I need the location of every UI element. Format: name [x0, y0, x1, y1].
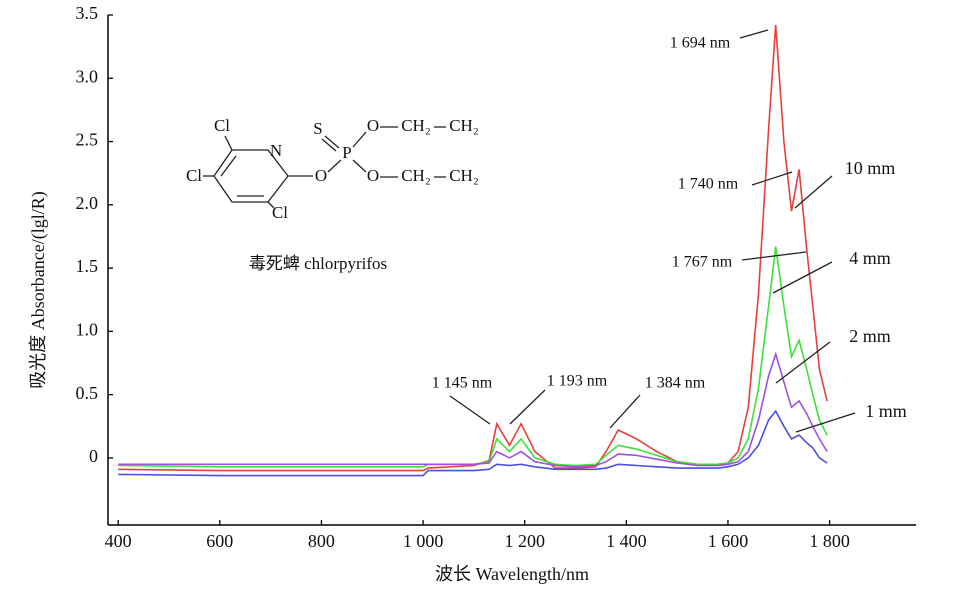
- atom: O: [367, 166, 379, 185]
- atom: Cl: [214, 116, 230, 135]
- atom: Cl: [272, 203, 288, 222]
- bond: [324, 135, 340, 149]
- x-tick-label: 600: [206, 531, 233, 551]
- annotation: 1 384 nm: [645, 375, 706, 392]
- series-line: [118, 246, 828, 468]
- y-tick-label: 3.0: [76, 66, 99, 86]
- series-label: 1 mm: [865, 401, 907, 421]
- bond: [352, 159, 367, 173]
- annotation: 1 767 nm: [672, 254, 733, 271]
- y-tick-label: 1.0: [76, 320, 99, 340]
- bond: [327, 159, 342, 173]
- atom: CH₂: [449, 116, 479, 135]
- bond: [352, 131, 367, 148]
- atom: Cl: [186, 166, 202, 185]
- bond: [224, 135, 233, 151]
- atom: CH₂: [449, 166, 479, 185]
- x-tick-label: 1 000: [403, 531, 444, 551]
- atom: CH₂: [401, 116, 431, 135]
- structure-caption: 毒死蜱 chlorpyrifos: [249, 254, 387, 273]
- annotation: 1 193 nm: [547, 373, 608, 390]
- y-tick-label: 1.5: [76, 256, 99, 276]
- atom: O: [315, 166, 327, 185]
- leader-line: [449, 395, 491, 425]
- leader-line: [795, 412, 856, 433]
- x-tick-label: 800: [308, 531, 335, 551]
- x-tick-label: 1 400: [606, 531, 647, 551]
- leader-line: [772, 261, 833, 294]
- y-tick-label: 0: [89, 446, 98, 466]
- annotation: 1 694 nm: [670, 35, 731, 52]
- y-tick-label: 3.5: [76, 3, 99, 23]
- leader-line: [794, 175, 833, 209]
- series-line: [118, 351, 828, 468]
- x-axis-label: 波长 Wavelength/nm: [435, 564, 589, 584]
- atom: P: [342, 143, 351, 162]
- y-tick-label: 2.5: [76, 130, 99, 150]
- annotation: 1 145 nm: [432, 375, 493, 392]
- leader-line: [739, 29, 769, 39]
- atom: S: [313, 119, 322, 138]
- series-line: [118, 25, 828, 472]
- atom: CH₂: [401, 166, 431, 185]
- x-tick-label: 1 600: [708, 531, 749, 551]
- series-label: 2 mm: [849, 326, 891, 346]
- atom: N: [270, 141, 282, 160]
- series-label: 10 mm: [845, 158, 896, 178]
- series-label: 4 mm: [849, 248, 891, 268]
- leader-line: [609, 394, 641, 429]
- leader-line: [509, 389, 546, 425]
- x-tick-label: 400: [105, 531, 132, 551]
- leader-line: [751, 171, 793, 186]
- bond: [267, 201, 275, 209]
- structure: Cl N Cl Cl O S P O O CH₂ CH₂ CH₂ CH₂ 毒死蜱…: [186, 116, 479, 273]
- atom: O: [367, 116, 379, 135]
- annotation: 1 740 nm: [678, 176, 739, 193]
- bond: [321, 138, 337, 152]
- y-axis-label: 吸光度 Absorbance/(lgl/R): [28, 191, 49, 388]
- series-line: [118, 409, 828, 477]
- x-tick-label: 1 800: [809, 531, 850, 551]
- leader-line: [775, 341, 831, 384]
- x-tick-label: 1 200: [504, 531, 545, 551]
- y-tick-label: 0.5: [76, 383, 99, 403]
- leader-line: [741, 251, 807, 261]
- bond: [220, 155, 237, 177]
- y-tick-label: 2.0: [76, 193, 99, 213]
